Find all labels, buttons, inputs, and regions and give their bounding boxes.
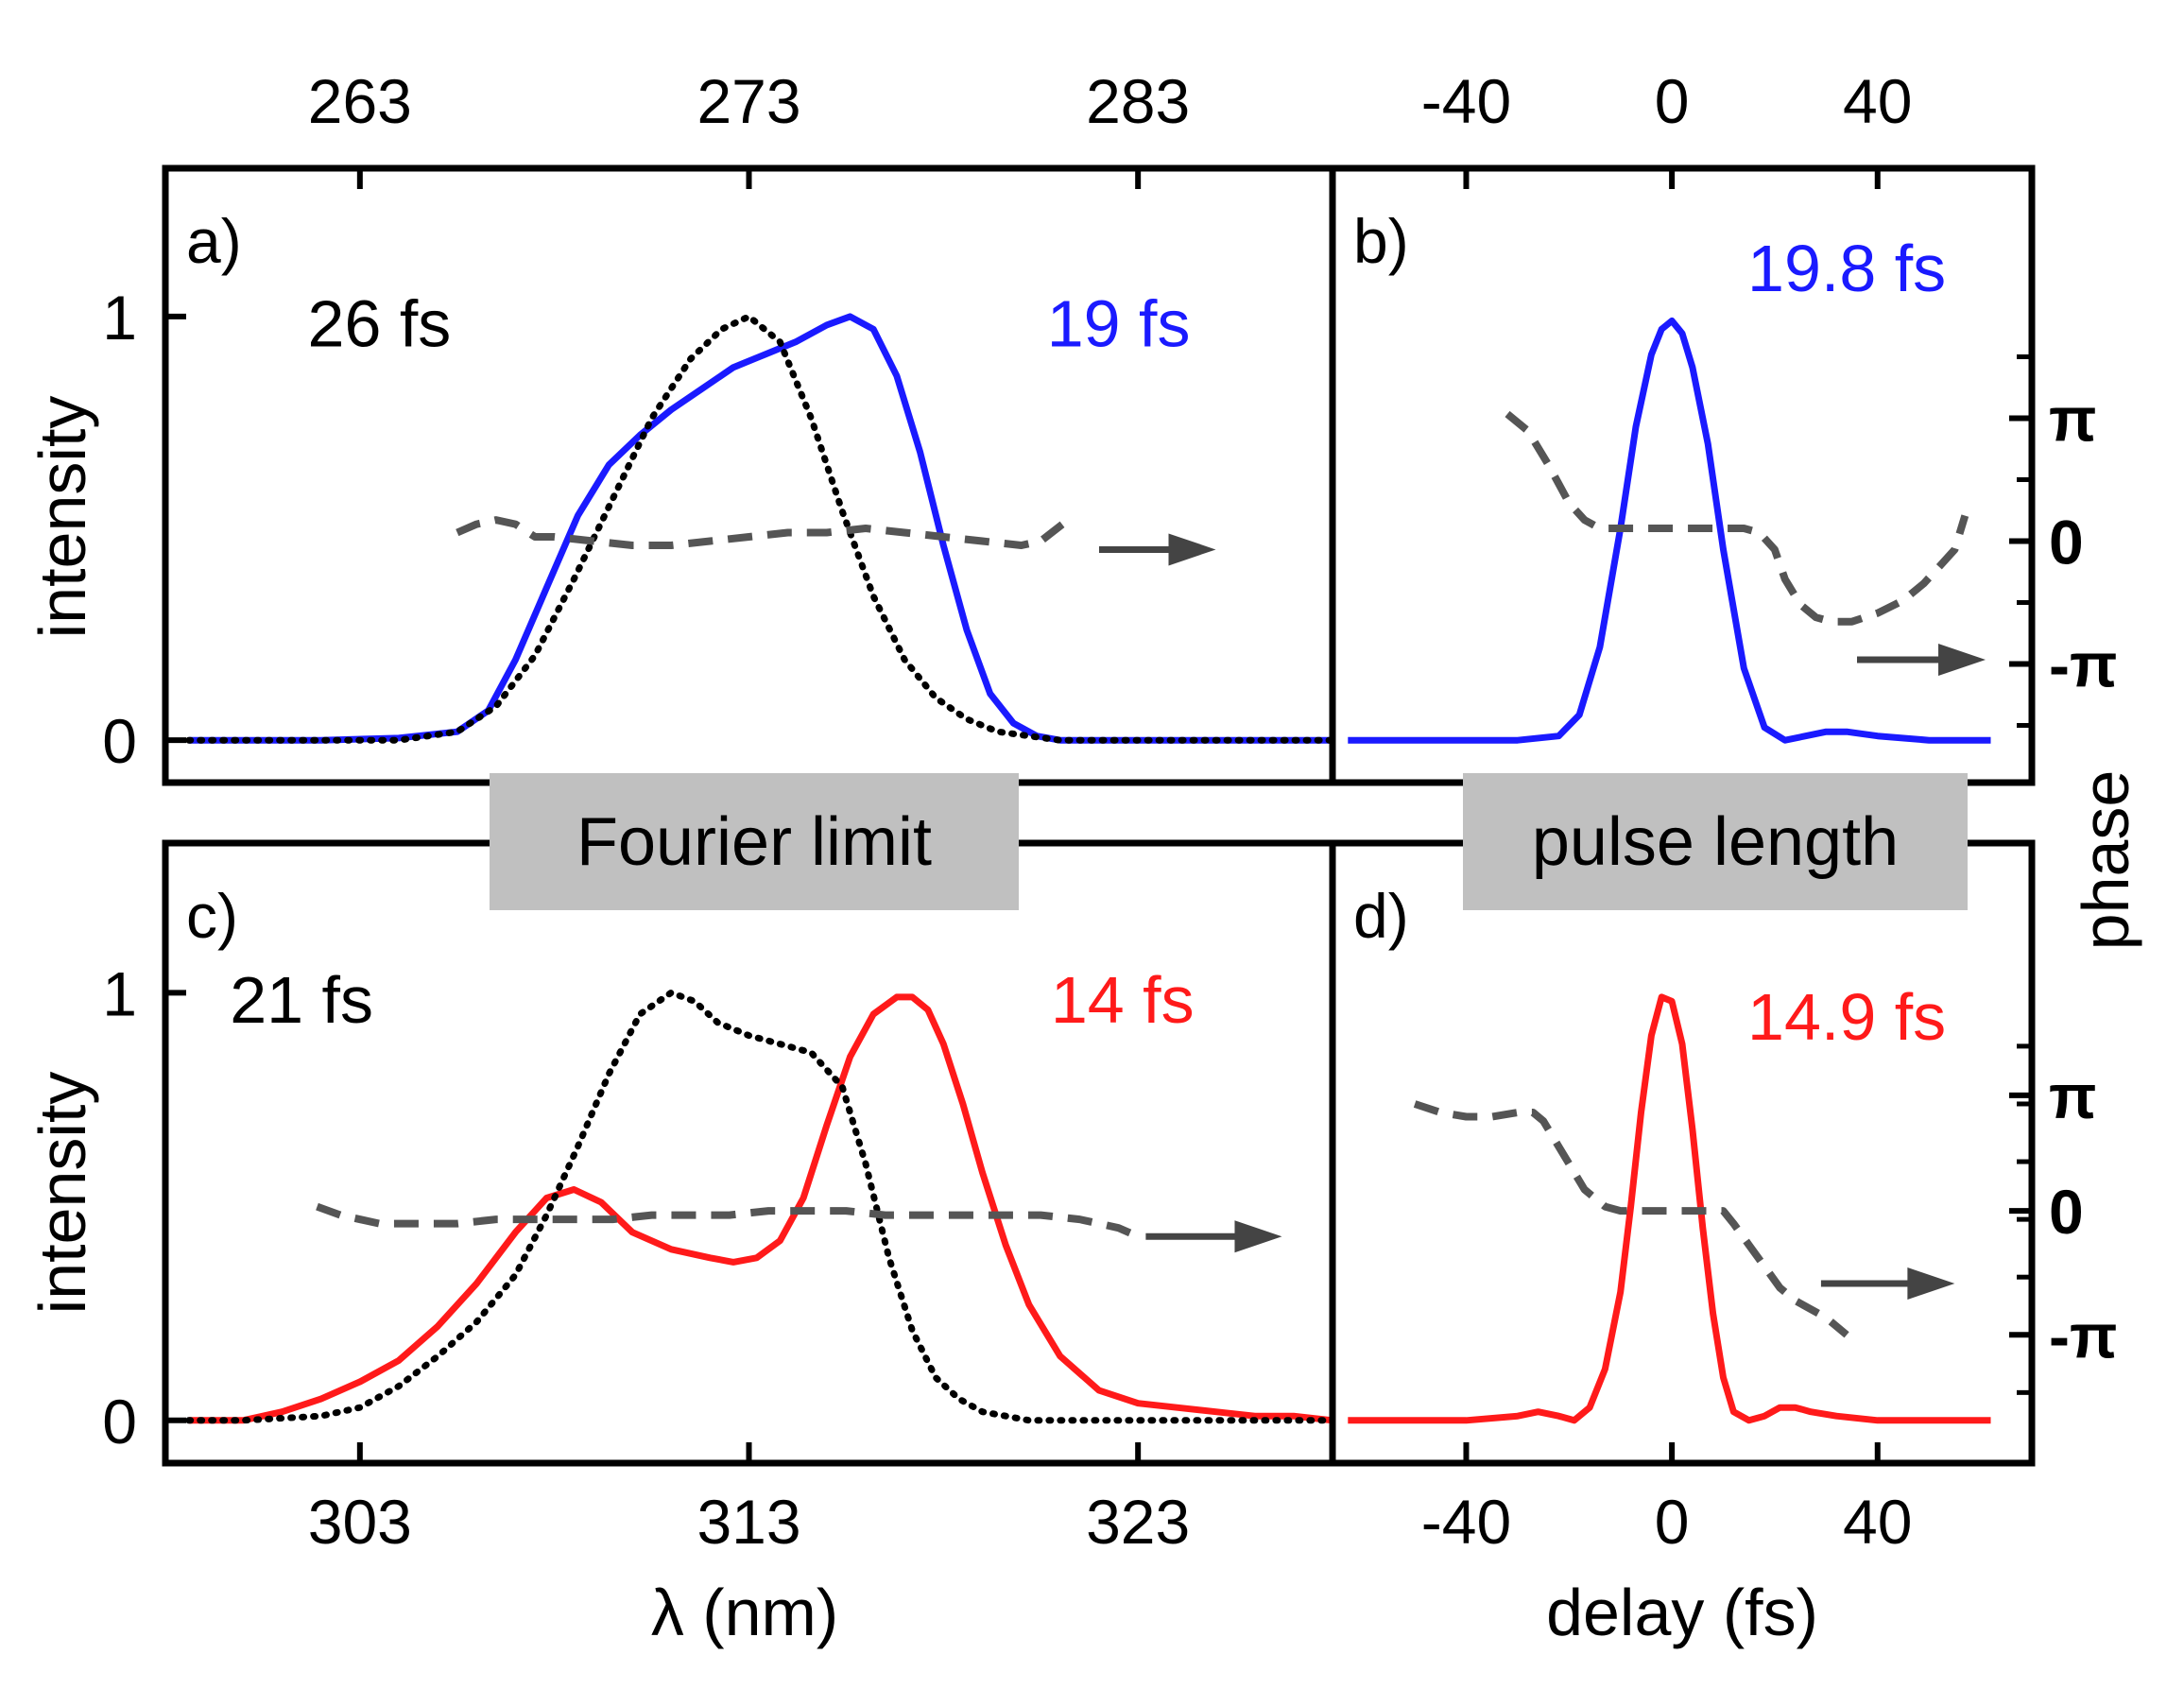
x-tick-label: 323 xyxy=(1086,1487,1190,1557)
series-dashed-spectral-phase xyxy=(316,1202,1140,1240)
series-dashed-temporal-phase xyxy=(1505,410,1969,626)
panel-b: -40 0 40 π 0 -π b) 19.8 fs xyxy=(1329,66,2118,786)
pulse-duration-label: 21 fs xyxy=(230,963,373,1037)
series-dotted-Fourier-limit-reference xyxy=(185,989,1336,1424)
x-tick-label: 40 xyxy=(1843,1487,1912,1557)
top-tick-label: 40 xyxy=(1843,66,1912,136)
phase-tick-label: -π xyxy=(2049,1301,2118,1370)
x-tick-label: 0 xyxy=(1655,1487,1690,1557)
phase-axis-arrowhead xyxy=(1907,1267,1955,1300)
x-tick-label: -40 xyxy=(1421,1487,1511,1557)
series-dashed-temporal-phase xyxy=(1413,1100,1849,1338)
y-axis-title-top: intensity xyxy=(26,396,99,639)
phase-axis-arrowhead xyxy=(1234,1220,1282,1253)
phase-axis-arrowhead xyxy=(1168,533,1216,566)
plot-frame xyxy=(162,164,1336,786)
series-line-measured-spectrum xyxy=(188,993,1333,1424)
phase-tick-label: -π xyxy=(2049,629,2118,699)
phase-tick-label: 0 xyxy=(2049,1177,2084,1247)
panel-label: c) xyxy=(186,881,238,951)
fourier-limit-label: Fourier limit xyxy=(576,804,932,880)
right-axis-title-phase: phase xyxy=(2069,770,2142,951)
x-axis-title-wavelength: λ (nm) xyxy=(651,1576,838,1649)
y-tick-label: 0 xyxy=(102,706,137,776)
plot-frame xyxy=(162,839,1336,1467)
pulse-duration-label: 19 fs xyxy=(1047,286,1191,360)
panel-label: a) xyxy=(186,206,242,276)
series-line-measured-spectrum xyxy=(188,313,1333,744)
pulse-duration-label: 14 fs xyxy=(1051,963,1195,1037)
pulse-duration-label: 19.8 fs xyxy=(1747,232,1946,305)
phase-tick-label: 0 xyxy=(2049,507,2084,577)
x-tick-label: 313 xyxy=(696,1487,800,1557)
pulse-length-box: pulse length xyxy=(1463,773,1968,910)
top-tick-label: 273 xyxy=(696,66,800,136)
series-line-temporal-intensity xyxy=(1348,317,1991,744)
y-tick-label: 1 xyxy=(102,283,137,353)
top-tick-label: 263 xyxy=(308,66,412,136)
y-tick-label: 0 xyxy=(102,1387,137,1456)
panel-d: -40 0 40 π 0 -π d) 14.9 fs xyxy=(1329,839,2118,1557)
fourier-limit-box: Fourier limit xyxy=(490,773,1019,910)
top-tick-label: -40 xyxy=(1421,66,1511,136)
phase-tick-label: π xyxy=(2049,1061,2097,1131)
plot-frame xyxy=(1329,839,2036,1467)
panel-c: 0 1 303 313 323 c) 21 fs 14 fs xyxy=(102,839,1336,1557)
x-axis-title-delay: delay (fs) xyxy=(1546,1576,1818,1649)
panel-label: d) xyxy=(1353,881,1409,951)
pulse-duration-label: 26 fs xyxy=(308,286,452,360)
phase-axis-arrowhead xyxy=(1938,644,1986,676)
series-dashed-spectral-phase xyxy=(456,516,1071,549)
top-tick-label: 283 xyxy=(1086,66,1190,136)
panel-a: 0 1 263 273 283 a) 26 fs 19 fs xyxy=(102,66,1336,786)
series-line-temporal-intensity xyxy=(1348,993,1991,1424)
top-tick-label: 0 xyxy=(1655,66,1690,136)
x-tick-label: 303 xyxy=(308,1487,412,1557)
series-dotted-Fourier-limit-reference xyxy=(185,313,1336,744)
y-tick-label: 1 xyxy=(102,958,137,1028)
phase-tick-label: π xyxy=(2049,384,2097,454)
pulse-length-label: pulse length xyxy=(1532,804,1899,880)
pulse-duration-label: 14.9 fs xyxy=(1747,980,1946,1054)
y-axis-title-bottom: intensity xyxy=(26,1072,99,1315)
panel-label: b) xyxy=(1353,206,1409,276)
